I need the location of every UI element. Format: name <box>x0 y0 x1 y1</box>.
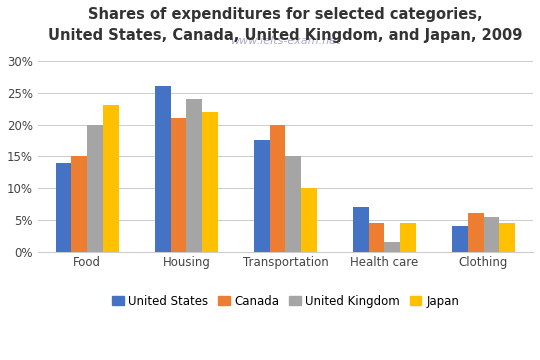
Bar <box>103 105 119 252</box>
Bar <box>71 156 87 252</box>
Text: www.ielts-exam.net: www.ielts-exam.net <box>230 36 341 46</box>
Bar <box>269 125 286 252</box>
Bar <box>56 163 71 252</box>
Bar <box>301 188 317 252</box>
Bar <box>202 112 218 252</box>
Bar <box>353 207 369 252</box>
Bar <box>400 223 416 252</box>
Bar <box>254 140 269 252</box>
Bar <box>468 213 483 252</box>
Legend: United States, Canada, United Kingdom, Japan: United States, Canada, United Kingdom, J… <box>107 290 464 312</box>
Bar <box>369 223 384 252</box>
Bar <box>87 125 103 252</box>
Bar <box>384 242 400 252</box>
Bar <box>500 223 515 252</box>
Bar <box>186 99 202 252</box>
Title: Shares of expenditures for selected categories,
United States, Canada, United Ki: Shares of expenditures for selected cate… <box>48 7 523 43</box>
Bar <box>483 217 500 252</box>
Bar <box>154 86 171 252</box>
Bar <box>452 226 468 252</box>
Bar <box>286 156 301 252</box>
Bar <box>171 118 186 252</box>
